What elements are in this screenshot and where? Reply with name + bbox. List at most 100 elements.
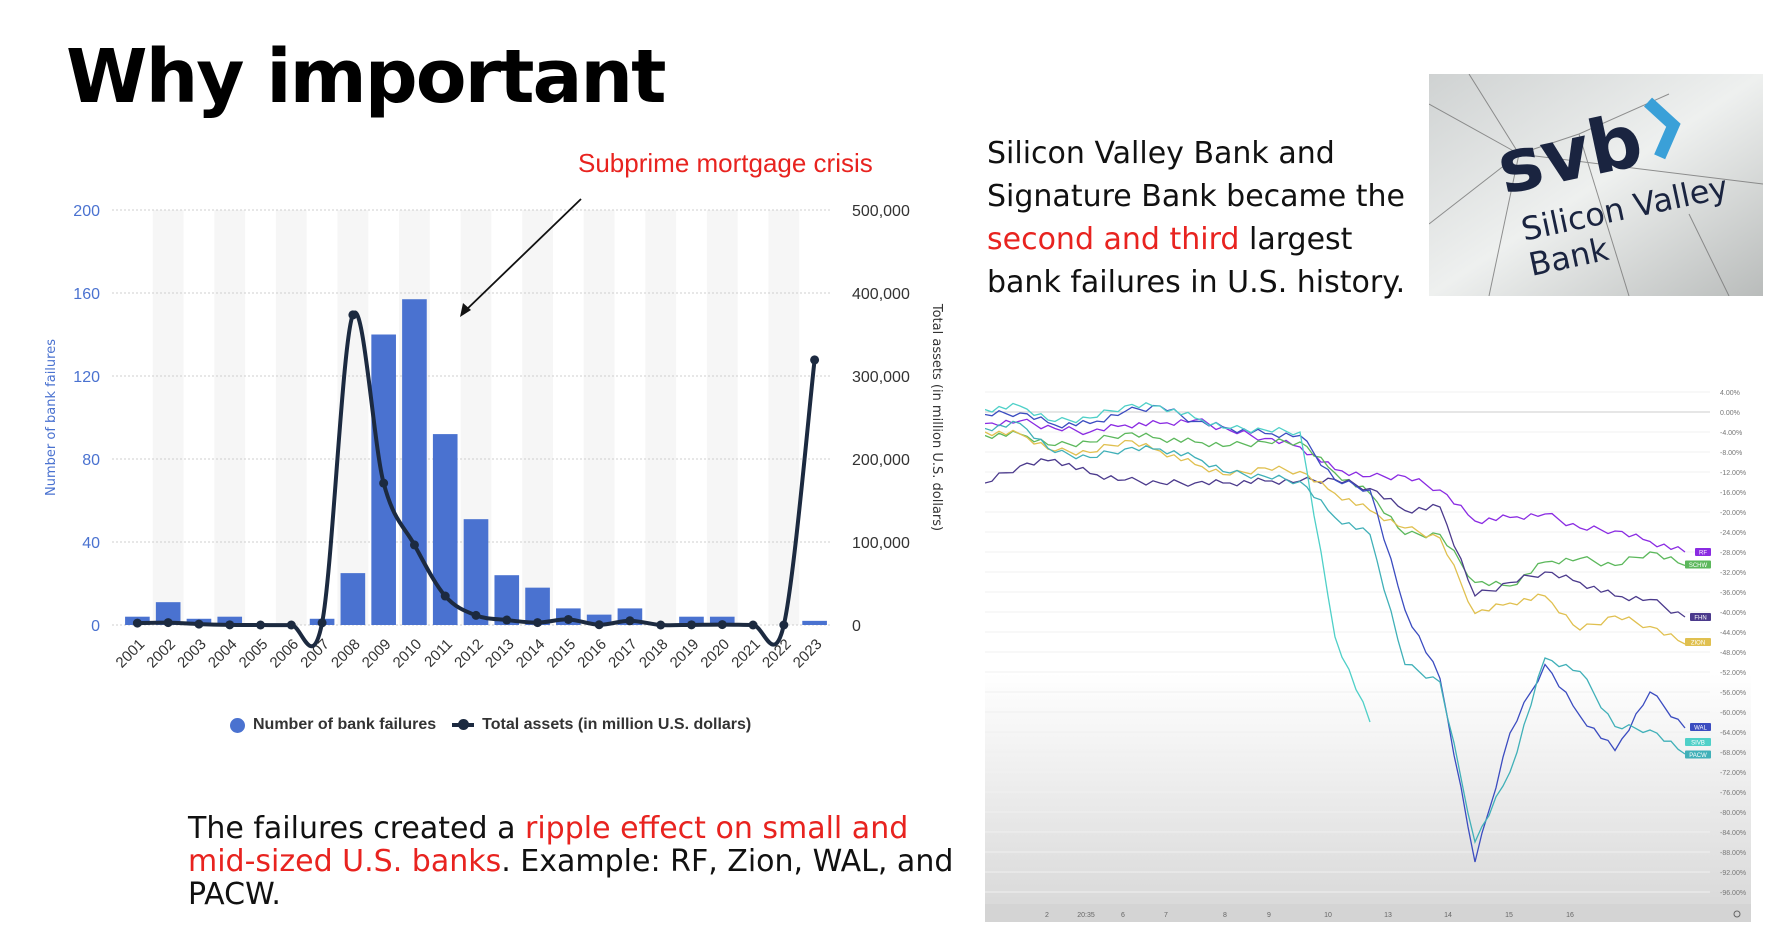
x-tick-label: 2021 (728, 636, 764, 672)
label-badge (1685, 738, 1711, 746)
label-badge (1685, 750, 1711, 759)
label-text: PACW (1689, 753, 1707, 759)
band-stripe (645, 210, 677, 625)
y2-tick-label: 300,000 (852, 369, 910, 386)
text-highlight: ripple effect on small and mid-sized U.S… (188, 811, 909, 879)
asset-point-2022 (779, 620, 789, 630)
y-tick-label: -48.00% (1720, 650, 1746, 657)
series-line-rf (985, 418, 1686, 553)
line-marker-icon (452, 719, 475, 730)
label-text: ZION (1691, 641, 1705, 647)
annotation-arrow (463, 198, 582, 313)
ripple-effect-text: The failures created a ripple effect on … (188, 812, 968, 911)
asset-point-2014 (533, 618, 543, 628)
circle-marker-icon (230, 717, 245, 733)
asset-point-2017 (625, 616, 635, 626)
y-tick-label: -32.00% (1720, 570, 1746, 577)
series-label-rf: RF (1695, 548, 1711, 557)
y-tick-label: 120 (73, 369, 100, 386)
bar-2008 (340, 573, 366, 625)
series-line-sivb (985, 402, 1371, 723)
x-tick-label: 2 (1045, 912, 1049, 919)
bar-2012 (463, 519, 489, 625)
series-label-pacw: PACW (1685, 750, 1711, 759)
y-tick-label: -60.00% (1720, 710, 1746, 717)
x-tick-label: 2009 (359, 636, 395, 672)
label-badge (1690, 613, 1711, 621)
text-part: largest bank failures in U.S. history. (987, 222, 1406, 300)
x-tick-label: 2006 (267, 636, 303, 672)
label-text: FHN (1694, 616, 1706, 622)
text-part: . Example: RF, Zion, WAL, and PACW. (188, 844, 954, 912)
x-tick-label: 2011 (421, 636, 456, 671)
band-stripe (583, 210, 615, 625)
asset-point-2011 (440, 591, 450, 601)
x-tick-label: 2017 (605, 636, 641, 672)
x-tick-label: 2015 (544, 636, 580, 672)
slide-title: Why important (66, 34, 666, 120)
regional-bank-stock-chart: 4.00% 0.00% -4.00% -8.00% -12.00% -16.00% -20.… (985, 387, 1751, 922)
label-text: SIVB (1691, 741, 1705, 747)
series-label-schw: SCHW (1685, 560, 1711, 569)
asset-point-2009 (379, 478, 389, 488)
asset-point-2003 (194, 619, 204, 629)
band-stripe (152, 210, 184, 625)
y-tick-label: 200 (73, 203, 100, 220)
legend-item-assets[interactable]: Total assets (in million U.S. dollars) (452, 716, 751, 734)
x-tick-label: 16 (1566, 912, 1574, 919)
x-tick-label: 2008 (328, 636, 364, 672)
series-line-wal (985, 404, 1686, 863)
time-axis-bar (985, 904, 1751, 922)
series-line-pacw (985, 420, 1686, 844)
x-tick-label: 2005 (236, 636, 272, 672)
y2-tick-label: 100,000 (852, 535, 910, 552)
y-tick-label: 160 (73, 286, 100, 303)
y-tick-label: -72.00% (1720, 770, 1746, 777)
x-tick-label: 2019 (667, 636, 703, 672)
y-tick-label: -28.00% (1720, 550, 1746, 557)
y-tick-label: -64.00% (1720, 730, 1746, 737)
band-stripe (275, 210, 307, 625)
y-tick-label: -36.00% (1720, 590, 1746, 597)
y-tick-label: -56.00% (1720, 690, 1746, 697)
y-tick-label: -80.00% (1720, 810, 1746, 817)
bar-2016 (586, 614, 612, 625)
label-badge (1695, 548, 1711, 556)
y-tick-label: 4.00% (1720, 390, 1740, 397)
y-tick-label: 0.00% (1720, 410, 1740, 417)
asset-point-2023 (810, 355, 820, 365)
text-highlight: second and third (987, 222, 1240, 257)
asset-point-2008 (348, 310, 358, 320)
y-tick-label: 80 (82, 452, 100, 469)
label-badge (1685, 638, 1711, 646)
label-text: RF (1699, 551, 1707, 557)
y-tick-label: -84.00% (1720, 830, 1746, 837)
y-tick-label: -8.00% (1720, 450, 1742, 457)
x-tick-label: 7 (1164, 912, 1168, 919)
label-badge (1690, 723, 1711, 731)
y2-axis-title: Total assets (in million U.S. dollars) (929, 303, 944, 531)
x-tick-label: 2003 (174, 636, 210, 672)
x-tick-label: 2002 (143, 636, 179, 672)
y-tick-label: -40.00% (1720, 610, 1746, 617)
x-tick-label: 2010 (390, 636, 426, 672)
series-label-zion: ZION (1685, 638, 1711, 647)
bar-2023 (802, 620, 827, 625)
asset-point-2013 (502, 615, 512, 625)
x-tick-label: 2020 (697, 636, 733, 672)
asset-point-2010 (409, 540, 419, 550)
series-label-sivb: SIVB (1685, 738, 1711, 747)
x-tick-label: 14 (1444, 912, 1452, 919)
y-tick-label: -68.00% (1720, 750, 1746, 757)
legend-item-failures[interactable]: Number of bank failures (230, 716, 436, 734)
chart-background (985, 387, 1751, 907)
y2-tick-label: 500,000 (852, 203, 910, 220)
asset-point-2018 (656, 620, 666, 630)
series-line-zion (985, 429, 1686, 645)
x-tick-label: 2018 (636, 636, 672, 672)
y2-tick-label: 200,000 (852, 452, 910, 469)
asset-point-2019 (686, 620, 696, 630)
asset-point-2001 (132, 618, 142, 628)
x-tick-label: 20:35 (1077, 912, 1095, 919)
y-tick-label: -24.00% (1720, 530, 1746, 537)
